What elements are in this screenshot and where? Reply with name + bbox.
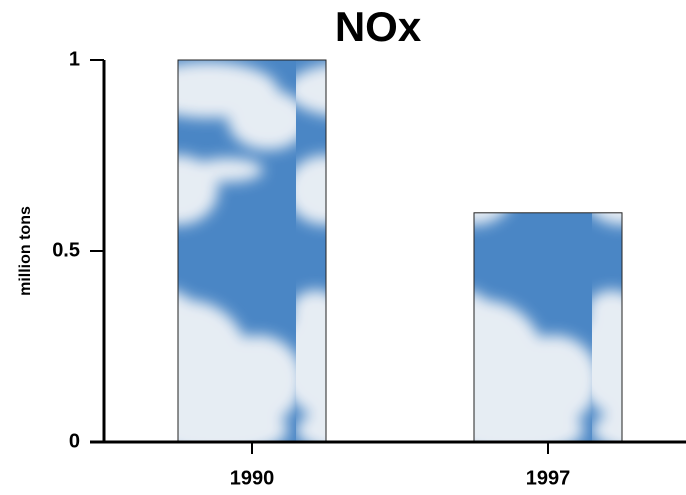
- y-tick-label: 1: [69, 48, 80, 70]
- y-tick-label: 0: [69, 430, 80, 452]
- x-tick-label: 1997: [526, 467, 571, 489]
- bar: [177, 59, 327, 443]
- x-tick-label: 1990: [230, 467, 275, 489]
- y-axis-label: million tons: [17, 206, 34, 296]
- bar: [473, 212, 623, 443]
- chart-title: NOx: [335, 3, 422, 50]
- y-tick-label: 0.5: [52, 239, 80, 261]
